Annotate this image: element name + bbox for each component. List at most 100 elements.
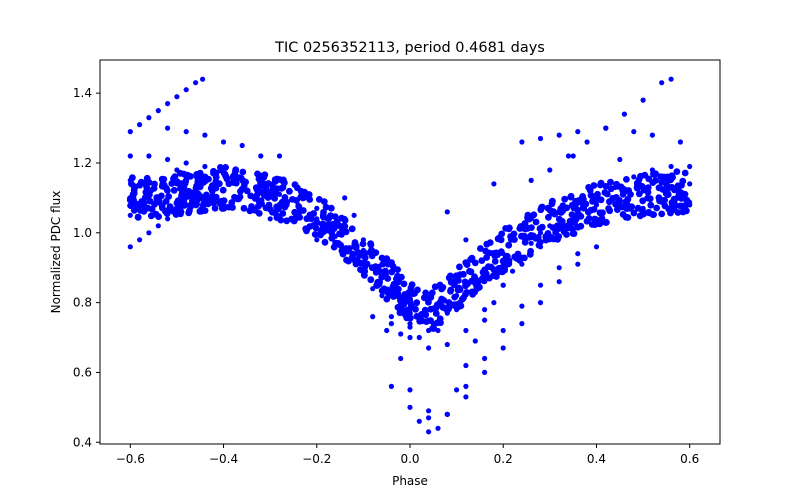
data-point — [239, 142, 245, 149]
band-point — [394, 266, 401, 273]
data-point — [127, 153, 133, 159]
data-point — [183, 87, 189, 93]
data-point — [276, 191, 283, 197]
band-point — [502, 225, 509, 232]
band-point — [478, 257, 486, 264]
band-point — [134, 213, 142, 221]
band-point — [683, 196, 691, 204]
band-point — [165, 193, 173, 200]
band-point — [229, 173, 237, 181]
band-point — [432, 304, 440, 312]
band-point — [275, 204, 283, 212]
band-point — [612, 194, 620, 201]
band-point — [603, 190, 611, 198]
band-point — [320, 198, 328, 206]
data-point — [649, 132, 656, 138]
data-point — [137, 122, 143, 128]
y-tick-label: 0.6 — [73, 365, 92, 379]
band-point — [658, 210, 666, 218]
band-point — [305, 191, 313, 198]
data-point — [463, 362, 469, 369]
band-point — [529, 233, 537, 241]
data-point — [426, 429, 432, 435]
data-point — [547, 167, 553, 173]
band-point — [532, 218, 540, 226]
band-point — [341, 216, 349, 224]
band-point — [575, 198, 582, 206]
band-point — [369, 248, 376, 255]
band-point — [554, 235, 561, 243]
band-point — [180, 194, 188, 201]
data-point — [183, 160, 189, 166]
band-point — [394, 275, 402, 282]
band-point — [586, 186, 594, 194]
data-point — [537, 282, 544, 288]
data-point — [454, 293, 460, 299]
band-point — [240, 204, 248, 212]
band-point — [602, 219, 609, 226]
band-point — [280, 176, 287, 184]
data-point — [631, 174, 637, 180]
data-point — [444, 209, 450, 215]
data-point — [575, 212, 581, 218]
band-point — [544, 204, 552, 212]
data-point — [444, 341, 450, 348]
band-point — [406, 295, 413, 303]
band-point — [499, 257, 507, 265]
band-point — [296, 214, 304, 221]
band-point — [521, 239, 529, 246]
band-point — [384, 257, 391, 265]
band-point — [231, 179, 239, 187]
band-point — [623, 176, 630, 183]
band-point — [357, 259, 364, 267]
data-point — [519, 321, 525, 327]
data-point — [668, 76, 674, 82]
band-point — [663, 188, 671, 196]
band-point — [602, 183, 610, 190]
data-point — [603, 125, 609, 131]
data-point — [593, 244, 600, 250]
band-point — [378, 273, 386, 281]
data-point — [593, 216, 600, 222]
data-point — [398, 355, 404, 362]
band-point — [617, 183, 625, 191]
band-point — [233, 195, 241, 203]
data-point — [165, 101, 171, 107]
data-point — [640, 188, 646, 194]
data-point — [668, 163, 674, 170]
data-point — [584, 139, 590, 145]
data-point — [370, 314, 376, 320]
band-point — [261, 192, 268, 199]
band-point — [408, 281, 416, 289]
band-point — [203, 191, 210, 199]
band-point — [337, 241, 344, 249]
data-point — [127, 177, 133, 183]
data-point — [519, 139, 525, 145]
band-point — [467, 268, 475, 276]
band-point — [679, 208, 687, 216]
data-point — [491, 181, 497, 187]
band-point — [146, 191, 153, 199]
band-point — [168, 180, 176, 187]
data-point — [426, 408, 432, 414]
data-point — [202, 163, 208, 170]
data-point — [500, 282, 506, 288]
band-point — [498, 230, 506, 238]
band-point — [640, 210, 647, 218]
band-point — [421, 294, 428, 302]
y-axis-label: Normalized PDC flux — [49, 191, 63, 314]
x-tick-label: −0.2 — [302, 452, 331, 466]
band-point — [560, 228, 568, 236]
band-point — [561, 195, 569, 203]
band-point — [374, 263, 382, 271]
band-point — [239, 168, 247, 176]
data-point — [454, 307, 460, 313]
band-point — [579, 193, 587, 200]
data-point — [388, 321, 394, 327]
data-point — [528, 240, 534, 246]
band-point — [505, 241, 513, 249]
band-point — [599, 209, 606, 217]
data-point — [127, 212, 133, 218]
band-point — [607, 178, 614, 186]
